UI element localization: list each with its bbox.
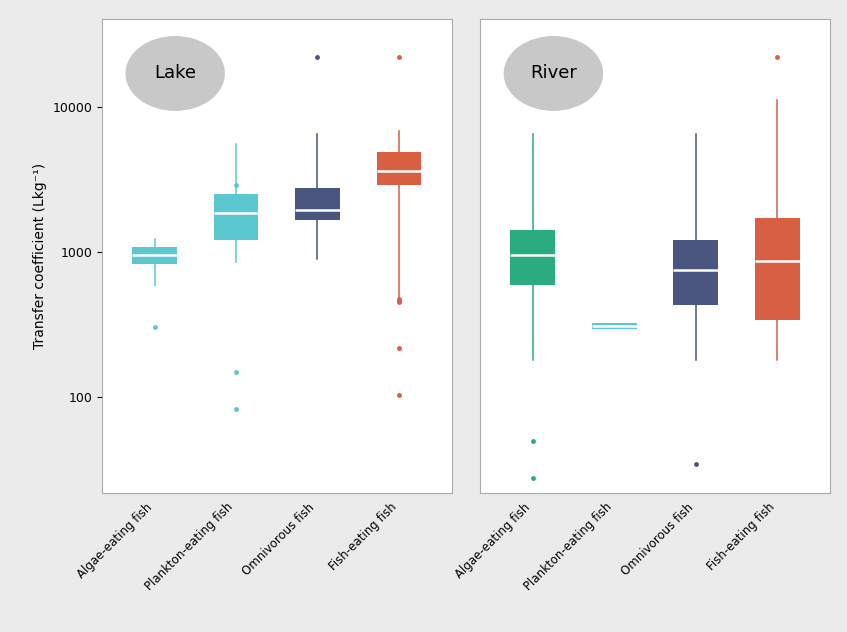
- Text: Lake: Lake: [154, 64, 197, 82]
- Bar: [673, 240, 718, 305]
- Bar: [755, 219, 800, 320]
- Bar: [377, 152, 421, 185]
- Ellipse shape: [504, 37, 602, 110]
- Bar: [132, 247, 177, 264]
- Bar: [295, 188, 340, 221]
- Bar: [592, 323, 637, 329]
- Ellipse shape: [126, 37, 224, 110]
- Bar: [511, 230, 555, 285]
- Bar: [213, 194, 258, 240]
- Y-axis label: Transfer coefficient (Lkg⁻¹): Transfer coefficient (Lkg⁻¹): [33, 163, 47, 349]
- Text: River: River: [530, 64, 577, 82]
